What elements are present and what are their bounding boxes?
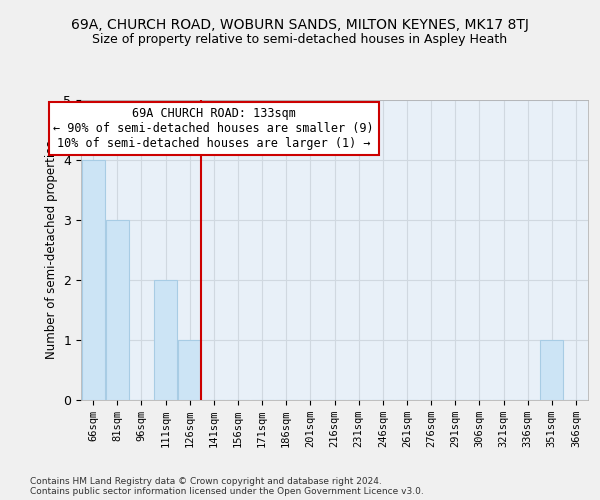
Y-axis label: Number of semi-detached properties: Number of semi-detached properties: [45, 140, 58, 360]
Text: 69A, CHURCH ROAD, WOBURN SANDS, MILTON KEYNES, MK17 8TJ: 69A, CHURCH ROAD, WOBURN SANDS, MILTON K…: [71, 18, 529, 32]
Bar: [82, 160, 104, 400]
Bar: [178, 340, 201, 400]
Text: Contains HM Land Registry data © Crown copyright and database right 2024.: Contains HM Land Registry data © Crown c…: [30, 477, 382, 486]
Bar: [106, 220, 128, 400]
Text: Contains public sector information licensed under the Open Government Licence v3: Contains public sector information licen…: [30, 487, 424, 496]
Text: Size of property relative to semi-detached houses in Aspley Heath: Size of property relative to semi-detach…: [92, 32, 508, 46]
Bar: [154, 280, 177, 400]
Text: 69A CHURCH ROAD: 133sqm
← 90% of semi-detached houses are smaller (9)
10% of sem: 69A CHURCH ROAD: 133sqm ← 90% of semi-de…: [53, 107, 374, 150]
Bar: [541, 340, 563, 400]
